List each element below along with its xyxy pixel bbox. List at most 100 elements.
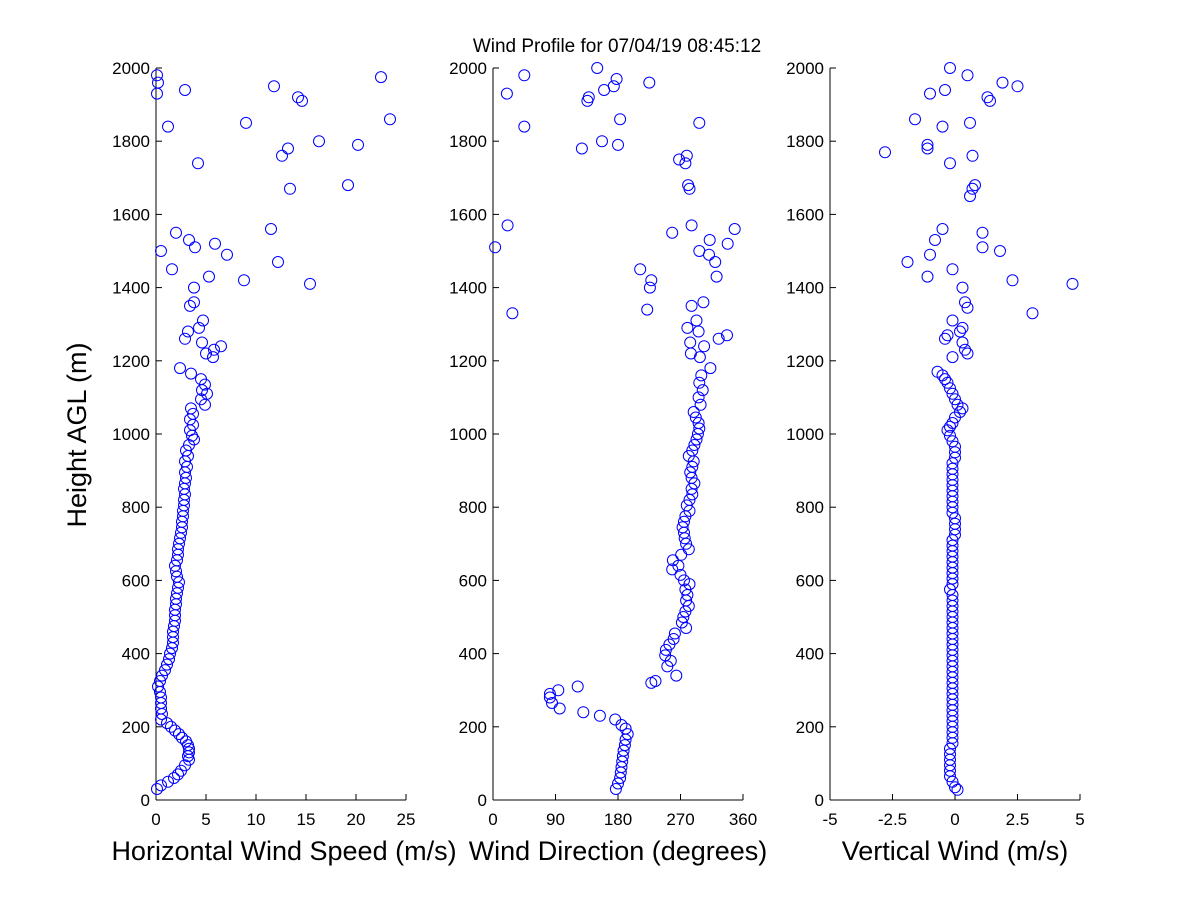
data-point: [375, 71, 387, 84]
data-point: [966, 149, 979, 162]
data-point: [944, 764, 956, 777]
data-point: [151, 87, 163, 100]
data-point: [643, 76, 656, 89]
data-point: [956, 336, 969, 349]
y-tick-label: 800: [459, 498, 487, 517]
data-point: [679, 605, 692, 618]
data-point: [173, 728, 185, 741]
data-point: [994, 245, 1006, 257]
data-point: [615, 719, 628, 731]
y-tick-label: 800: [122, 498, 150, 517]
data-point: [596, 135, 608, 148]
x-tick-label: 5: [1075, 810, 1084, 829]
y-tick-label: 1600: [786, 205, 824, 224]
data-point: [304, 277, 316, 290]
data-point: [489, 241, 502, 254]
data-point: [543, 687, 556, 700]
data-point: [959, 343, 971, 356]
data-point: [698, 340, 711, 353]
data-point: [240, 116, 252, 129]
y-tick-label: 200: [122, 718, 150, 737]
data-point: [1011, 80, 1024, 93]
data-point: [188, 281, 200, 294]
y-tick-label: 1200: [786, 352, 824, 371]
data-point: [661, 660, 674, 673]
data-point: [961, 69, 974, 82]
data-point: [946, 351, 959, 364]
data-point: [162, 775, 174, 788]
data-point: [949, 411, 961, 424]
data-point: [156, 669, 168, 682]
data-point: [936, 223, 949, 235]
data-point: [170, 226, 182, 239]
data-point: [921, 138, 934, 151]
data-point: [163, 653, 175, 666]
data-point: [956, 281, 969, 294]
data-point: [879, 146, 891, 159]
data-point: [677, 611, 690, 623]
x-axis-label: Wind Direction (degrees): [469, 836, 768, 866]
data-point: [909, 113, 921, 126]
y-tick-label: 2000: [112, 59, 150, 78]
y-tick-label: 2000: [786, 59, 824, 78]
data-point: [689, 411, 702, 424]
data-point: [691, 428, 704, 440]
data-point: [924, 87, 936, 100]
data-point: [680, 537, 693, 550]
data-point: [921, 142, 934, 155]
data-point: [679, 157, 692, 170]
data-point: [184, 299, 196, 312]
data-point: [162, 120, 174, 133]
x-axis-label: Horizontal Wind Speed (m/s): [111, 836, 456, 866]
data-point: [159, 664, 171, 677]
data-point: [666, 226, 679, 239]
x-tick-label: 0: [151, 810, 160, 829]
data-point: [166, 263, 178, 276]
data-point: [183, 234, 195, 246]
data-point: [712, 332, 725, 345]
data-point: [680, 149, 693, 162]
data-point: [951, 783, 964, 796]
data-point: [944, 157, 956, 170]
data-point: [169, 724, 181, 737]
data-point: [1066, 277, 1079, 290]
data-point: [151, 69, 163, 82]
data-point: [189, 241, 201, 254]
data-point: [941, 376, 954, 389]
data-point: [697, 296, 710, 309]
data-point: [693, 351, 706, 364]
data-point: [276, 149, 288, 162]
y-tick-label: 200: [459, 718, 487, 737]
y-tick-label: 1400: [112, 279, 150, 298]
data-point: [192, 157, 204, 170]
x-tick-label: 2.5: [1006, 810, 1030, 829]
data-point: [179, 332, 191, 345]
x-tick-label: 0: [950, 810, 959, 829]
data-point: [695, 369, 708, 382]
data-point: [634, 263, 647, 276]
data-point: [692, 325, 705, 338]
data-point: [152, 680, 164, 693]
data-point: [703, 248, 715, 261]
data-point: [500, 87, 513, 100]
data-point: [680, 622, 693, 634]
data-point: [687, 406, 700, 418]
data-point: [185, 367, 197, 380]
data-point: [593, 709, 606, 722]
data-point: [174, 362, 186, 375]
x-axis-label: Vertical Wind (m/s): [842, 836, 1069, 866]
data-point: [384, 113, 396, 126]
data-point: [166, 642, 178, 655]
data-point: [272, 256, 284, 268]
data-point: [709, 256, 722, 268]
data-point: [200, 347, 212, 360]
data-point: [946, 314, 959, 327]
data-point: [966, 182, 979, 195]
y-tick-label: 400: [122, 645, 150, 664]
data-point: [268, 80, 280, 93]
data-point: [721, 329, 733, 342]
x-tick-label: 90: [546, 810, 565, 829]
data-point: [352, 138, 364, 151]
y-tick-label: 1800: [112, 132, 150, 151]
data-point: [984, 94, 996, 107]
